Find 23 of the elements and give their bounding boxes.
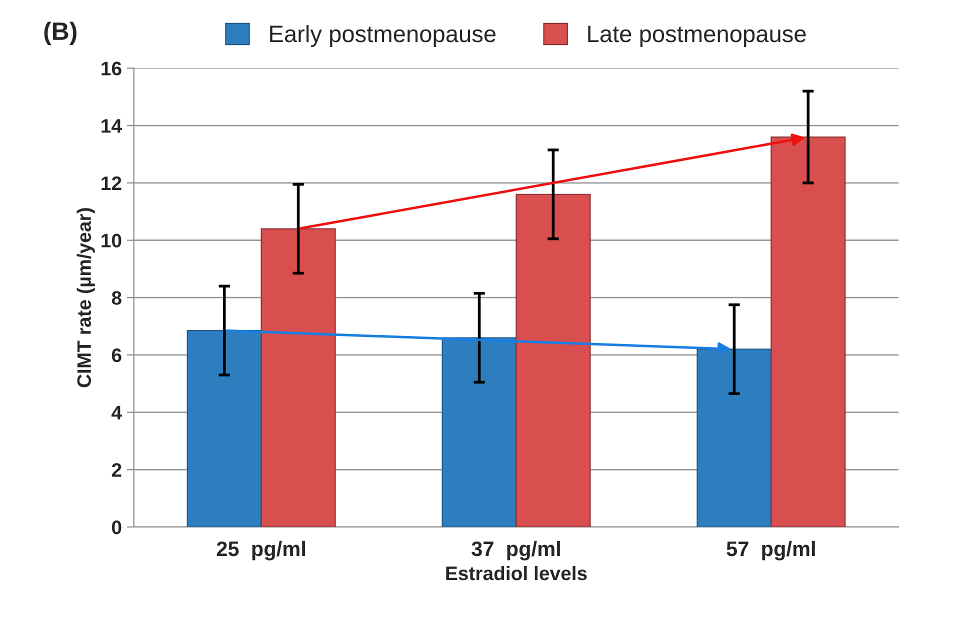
y-tick-label: 12 <box>102 176 122 190</box>
chart-title: (B) <box>44 22 76 46</box>
y-tick-label: 2 <box>112 463 122 477</box>
y-tick-label: 0 <box>112 520 122 534</box>
y-tick-label: 14 <box>102 119 122 133</box>
y-tick-label: 10 <box>102 234 122 248</box>
y-tick-label: 6 <box>112 348 122 362</box>
y-tick-label: 4 <box>112 406 122 420</box>
y-tick-label: 16 <box>102 62 122 76</box>
bar <box>260 228 336 527</box>
bar <box>186 330 262 527</box>
y-axis-title: CIMT rate (µm/year) <box>76 208 95 388</box>
x-tick-label: 25 pg/ml <box>216 540 305 560</box>
bar <box>516 194 591 527</box>
legend-label: Early postmenopause <box>270 24 496 47</box>
y-tick-label: 8 <box>112 291 122 305</box>
x-axis-title: Estradiol levels <box>446 566 587 580</box>
bar <box>696 348 772 527</box>
legend-label: Late postmenopause <box>588 26 806 47</box>
bar <box>442 337 517 527</box>
bar <box>770 136 846 527</box>
x-tick-label: 57 pg/ml <box>726 540 815 560</box>
x-tick-label: 37 pg/ml <box>472 540 560 560</box>
